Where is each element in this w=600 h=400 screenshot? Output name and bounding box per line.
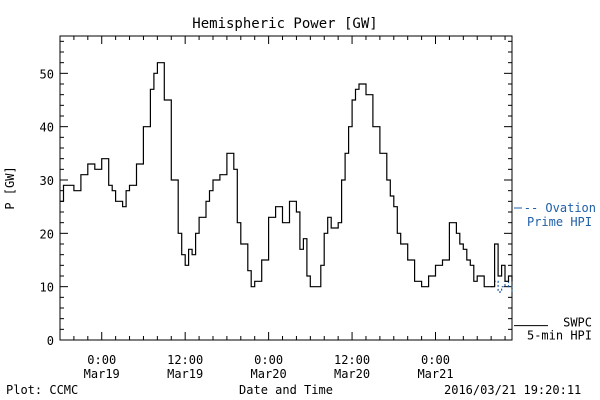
legend-ovation-label: -- Ovation (524, 201, 596, 215)
y-axis-label: P [GW] (3, 166, 17, 209)
legend-swpc-label-2: 5-min HPI (527, 329, 592, 343)
x-tick-time-label: 12:00 (167, 353, 203, 367)
legend-swpc-label: SWPC (563, 316, 592, 330)
y-tick-label: 50 (40, 67, 54, 81)
x-tick-time-label: 0:00 (421, 353, 450, 367)
y-tick-label: 0 (47, 334, 54, 348)
legend-ovation-label-2: Prime HPI (527, 215, 592, 229)
y-tick-label: 40 (40, 121, 54, 135)
x-tick-time-label: 0:00 (254, 353, 283, 367)
x-tick-date-label: Mar21 (417, 367, 453, 381)
chart-title: Hemispheric Power [GW] (192, 16, 377, 32)
y-tick-label: 30 (40, 174, 54, 188)
x-axis-label: Date and Time (239, 383, 333, 397)
x-tick-date-label: Mar20 (251, 367, 287, 381)
x-tick-date-label: Mar19 (167, 367, 203, 381)
series-layer (60, 62, 513, 293)
y-axis: 0 10 20 30 40 50 (40, 40, 512, 348)
y-tick-label: 20 (40, 227, 54, 241)
x-tick-date-label: Mar19 (84, 367, 120, 381)
footer-timestamp: 2016/03/21 19:20:11 (444, 383, 581, 397)
swpc-hpi-line (60, 62, 513, 288)
plot-frame (59, 35, 513, 341)
x-tick-time-label: 0:00 (87, 353, 116, 367)
x-tick-time-label: 12:00 (334, 353, 370, 367)
x-axis: 0:00Mar1912:00Mar190:00Mar2012:00Mar200:… (59, 36, 506, 381)
y-tick-label: 10 (40, 281, 54, 295)
footer-credit: Plot: CCMC (6, 383, 78, 397)
x-tick-date-label: Mar20 (334, 367, 370, 381)
